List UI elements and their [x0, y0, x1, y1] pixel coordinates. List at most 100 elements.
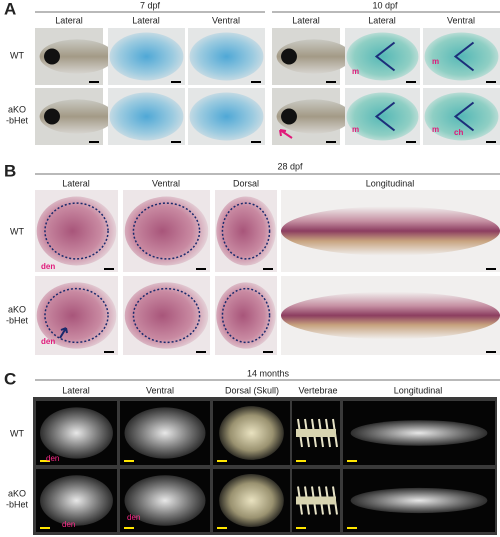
group-title: 14 months — [247, 368, 290, 378]
column-header: Lateral — [292, 15, 320, 25]
scale-bar — [263, 351, 273, 353]
fish-body — [281, 291, 500, 340]
outline — [221, 202, 271, 260]
scale-bar — [217, 460, 227, 462]
ct-skull — [219, 406, 284, 460]
annotation-label: m — [432, 125, 439, 134]
stain — [124, 282, 209, 349]
image-panel — [108, 88, 185, 145]
image-panel — [345, 88, 420, 145]
fish-body — [39, 39, 115, 74]
scale-bar — [124, 527, 134, 529]
ct-skull — [350, 420, 488, 446]
image-panel — [213, 469, 290, 532]
scale-bar — [263, 268, 273, 270]
row-label: -bHet — [6, 499, 29, 509]
image-panel — [272, 28, 352, 85]
annotations: m m m m ch den den den den den — [41, 57, 463, 529]
fish-eye — [281, 108, 297, 125]
image-panel — [188, 28, 265, 85]
outline — [221, 287, 271, 344]
arrow — [279, 129, 293, 139]
image-panel — [292, 469, 340, 532]
fish-eye — [44, 108, 60, 125]
image-panel — [343, 469, 495, 532]
scale-bar — [217, 527, 227, 529]
image-panel — [120, 469, 210, 532]
cartilage — [453, 101, 475, 132]
column-header: Ventral — [212, 15, 240, 25]
column-header: Lateral — [132, 15, 160, 25]
row-label: WT — [10, 50, 24, 60]
image-panel — [272, 88, 352, 145]
scale-bar — [104, 351, 114, 353]
panel-letter: C — [4, 369, 16, 388]
group-title: 10 dpf — [372, 0, 398, 10]
annotation-label: den — [41, 337, 55, 346]
image-panel — [108, 28, 185, 85]
scale-bar — [486, 351, 496, 353]
image-panel — [215, 190, 277, 272]
annotation-label: ch — [454, 128, 463, 137]
scale-bar — [326, 81, 336, 83]
group-title: 28 dpf — [277, 161, 303, 171]
scale-bar — [251, 141, 261, 143]
cartilage — [374, 101, 396, 132]
ct-skull — [124, 475, 206, 526]
image-panel — [120, 401, 210, 465]
outline — [132, 202, 201, 260]
column-header: Vertebrae — [298, 385, 337, 395]
ct-skull — [40, 475, 113, 526]
cartilage — [374, 41, 396, 72]
row-label: WT — [10, 428, 24, 438]
annotation-label: den — [46, 454, 59, 463]
image-panel — [213, 401, 290, 465]
image-panel — [345, 28, 420, 85]
ct-skull — [350, 487, 488, 514]
outline — [44, 287, 109, 344]
scale-bar — [40, 527, 50, 529]
scale-bar — [347, 460, 357, 462]
column-header: Longitudinal — [366, 178, 415, 188]
image-panel — [215, 276, 277, 355]
fish-eye — [44, 48, 60, 65]
stain — [109, 92, 184, 141]
column-header: Longitudinal — [394, 385, 443, 395]
arrow — [59, 327, 68, 339]
scale-bar — [486, 268, 496, 270]
fish-eye — [281, 48, 297, 65]
scale-bar — [104, 268, 114, 270]
stain — [189, 92, 264, 141]
image-panel — [123, 276, 210, 355]
column-header: Lateral — [55, 15, 83, 25]
row-label: aKO — [8, 488, 26, 498]
image-panel — [423, 28, 500, 85]
scale-bar — [89, 81, 99, 83]
image-panel — [36, 401, 117, 465]
scale-bar — [171, 141, 181, 143]
outline — [44, 202, 109, 260]
scale-bar — [196, 268, 206, 270]
panel-letter: B — [4, 161, 16, 180]
annotation-label: m — [352, 125, 359, 134]
stain — [424, 32, 499, 81]
row-label: aKO — [8, 104, 26, 114]
scale-bar — [347, 527, 357, 529]
image-panel — [188, 88, 265, 145]
stain — [189, 32, 264, 81]
outline — [132, 287, 201, 344]
stain — [216, 196, 276, 266]
column-header: Ventral — [146, 385, 174, 395]
image-panel — [281, 190, 500, 272]
scale-bar — [124, 460, 134, 462]
annotation-label: den — [127, 513, 140, 522]
column-header: Ventral — [152, 178, 180, 188]
image-panel — [123, 190, 210, 272]
centrum — [296, 429, 336, 437]
cartilage — [453, 41, 475, 72]
annotation-label: den — [62, 520, 75, 529]
row-label: -bHet — [6, 315, 29, 325]
stain — [346, 32, 419, 81]
centrum — [296, 496, 336, 505]
scale-bar — [326, 141, 336, 143]
